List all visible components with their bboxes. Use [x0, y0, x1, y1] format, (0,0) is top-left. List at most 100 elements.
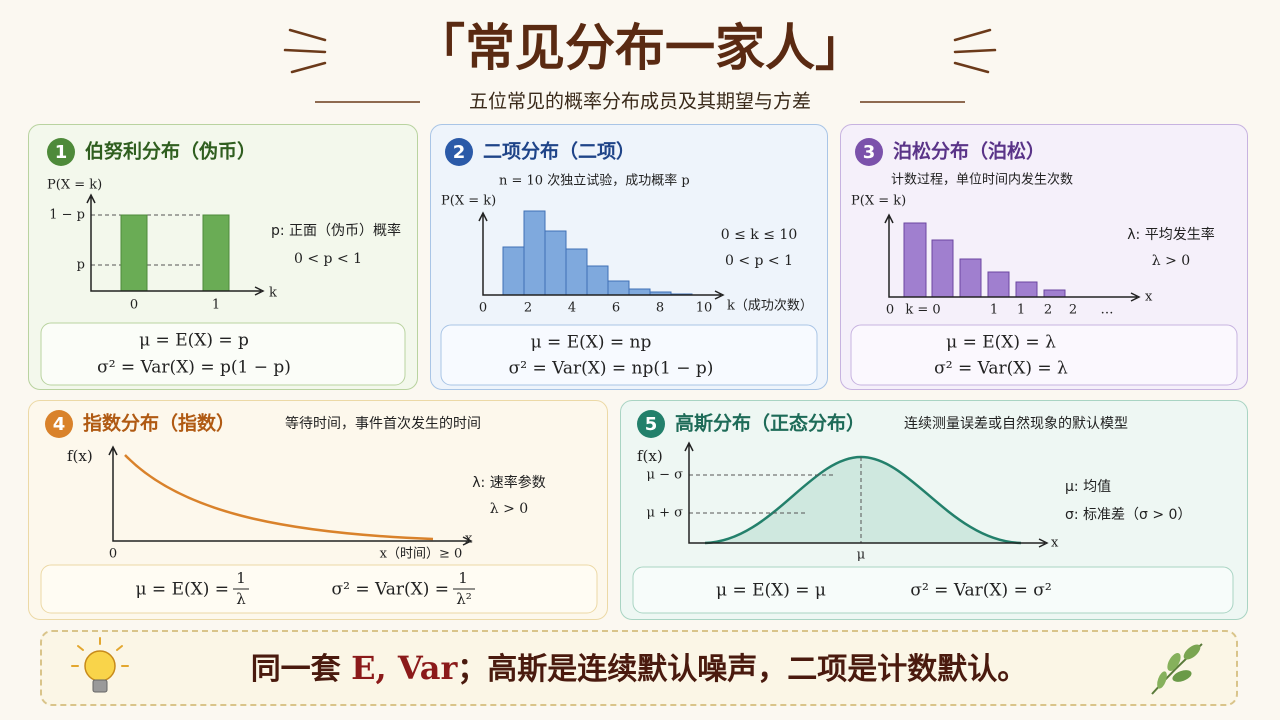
note: p: 正面（伪币）概率: [271, 222, 401, 239]
card-subtitle: n = 10 次独立试验，成功概率 p: [499, 173, 690, 189]
axis-label: x: [1145, 290, 1153, 305]
shape: [931, 239, 954, 298]
footer-text: 同一套 E, Var；高斯是连续默认噪声，二项是计数默认。: [42, 632, 1236, 704]
leaf-icon: [1151, 643, 1203, 695]
shape: [1172, 670, 1192, 682]
card-title: 二项分布（二项）: [483, 140, 635, 163]
footer-part: 同一套: [250, 652, 341, 687]
denominator: λ²: [456, 590, 472, 608]
shape: [903, 222, 927, 298]
shape: [92, 679, 108, 693]
axis-label: 4: [568, 301, 576, 316]
axis-label: x: [465, 532, 473, 547]
card-canvas: 3 泊松分布（泊松） 计数过程，单位时间内发生次数 P(X = k) 0 k =…: [850, 138, 1238, 386]
axis-label: μ + σ: [647, 506, 684, 521]
axis-label: p: [77, 258, 85, 273]
formula-box: [40, 564, 598, 614]
card-title: 指数分布（指数）: [83, 412, 235, 435]
note: λ > 0: [490, 501, 528, 517]
axis-label: 2: [1044, 303, 1052, 318]
card: 1 伯努利分布（伪币） P(X = k) 1 − p p 0 1 k p: 正面…: [28, 124, 418, 390]
subtitle: 五位常见的概率分布成员及其期望与方差: [469, 91, 811, 113]
axis-label: …: [1101, 303, 1114, 318]
axis-label: x（时间）≥ 0: [380, 547, 463, 562]
y-label: f(x): [67, 447, 93, 465]
denominator: λ: [236, 590, 246, 608]
footer-icons: [71, 637, 1203, 695]
card-subtitle: 连续测量误差或自然现象的默认模型: [904, 415, 1128, 432]
shape: [77, 645, 84, 651]
badge: [47, 138, 75, 166]
footer-part: ；高斯是连续默认噪声，二项是计数默认。: [457, 652, 1028, 687]
shape: [1167, 652, 1181, 672]
note: σ: 标准差（σ > 0）: [1065, 507, 1191, 523]
card: 3 泊松分布（泊松） 计数过程，单位时间内发生次数 P(X = k) 0 k =…: [840, 124, 1248, 390]
shape: [1157, 671, 1167, 689]
numerator: 1: [236, 569, 246, 587]
card-title: 高斯分布（正态分布）: [675, 412, 865, 435]
axis: [684, 441, 1049, 548]
axis: [478, 211, 725, 300]
shape: [1183, 644, 1201, 660]
shape: [565, 248, 588, 296]
axis-label: 0: [479, 301, 487, 316]
formula: σ² = Var(X) = λ: [934, 359, 1068, 379]
shape: [71, 637, 129, 667]
axis-label: 2: [1069, 303, 1077, 318]
shape: [987, 271, 1010, 298]
axis: [86, 193, 265, 296]
formula-box: [40, 322, 406, 386]
note: 0 < p < 1: [294, 251, 362, 267]
axis-label: 1 − p: [49, 208, 85, 223]
axis-label: k（成功次数）: [727, 298, 813, 314]
formula: σ² = Var(X) = np(1 − p): [509, 359, 714, 379]
axis-label: 0: [109, 547, 117, 562]
area: [705, 457, 1021, 543]
formula-box: [850, 324, 1238, 386]
bar: [120, 214, 148, 292]
card-canvas: 5 高斯分布（正态分布） 连续测量误差或自然现象的默认模型 f(x) μ − σ…: [632, 410, 1234, 614]
shape: [953, 61, 990, 74]
card-canvas: 2 二项分布（二项） n = 10 次独立试验，成功概率 p P(X = k) …: [440, 138, 818, 386]
shape: [586, 265, 609, 296]
axis-label: μ − σ: [647, 468, 684, 483]
header: 「常见分布一家人」 五位常见的概率分布成员及其期望与方差: [283, 18, 997, 113]
formula: μ = E(X) =: [135, 580, 229, 600]
badge: [45, 410, 73, 438]
axis-label: k = 0: [905, 303, 940, 318]
card-number: 5: [645, 414, 658, 435]
axis-label: 6: [612, 301, 620, 316]
note: 0 < p < 1: [725, 253, 793, 269]
y-label: P(X = k): [851, 194, 906, 209]
formula: σ² = Var(X) = σ²: [910, 581, 1051, 601]
shape: [288, 28, 327, 42]
axis-label: 8: [656, 301, 664, 316]
card: 4 指数分布（指数） 等待时间，事件首次发生的时间 f(x) 0 x（时间）≥ …: [28, 400, 608, 620]
card-canvas: 4 指数分布（指数） 等待时间，事件首次发生的时间 f(x) 0 x（时间）≥ …: [40, 410, 598, 614]
shape: [1043, 289, 1066, 298]
axis-label: 0: [886, 303, 894, 318]
shape: [523, 210, 546, 296]
badge: [445, 138, 473, 166]
axis-label: 10: [696, 301, 713, 316]
card-title: 伯努利分布（伪币）: [85, 140, 256, 163]
shape: [502, 246, 525, 296]
card-number: 2: [453, 142, 466, 163]
shape: [290, 61, 327, 74]
axis-label: 1: [212, 298, 220, 313]
formula: μ = E(X) = np: [531, 333, 652, 353]
formula: μ = E(X) = μ: [716, 581, 826, 601]
bars: [502, 210, 693, 296]
card-subtitle: 计数过程，单位时间内发生次数: [891, 172, 1073, 188]
badge: [855, 138, 883, 166]
curve: [124, 454, 434, 541]
bars: [903, 222, 1066, 298]
card-title: 泊松分布（泊松）: [893, 140, 1045, 163]
note: λ: 速率参数: [472, 474, 545, 491]
card: 2 二项分布（二项） n = 10 次独立试验，成功概率 p P(X = k) …: [430, 124, 828, 390]
card-number: 4: [53, 414, 66, 435]
note: λ > 0: [1152, 253, 1190, 269]
formula: μ = E(X) = p: [139, 331, 249, 351]
shape: [953, 48, 997, 54]
